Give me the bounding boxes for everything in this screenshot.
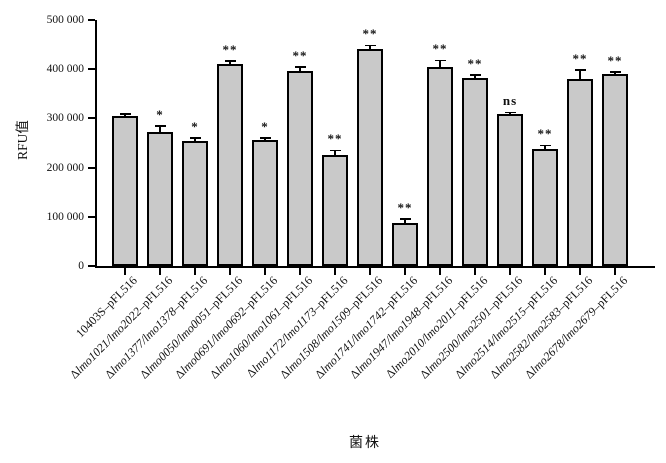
error-bar-cap <box>469 74 481 76</box>
error-bar-cap <box>609 71 621 73</box>
x-tick <box>229 268 231 275</box>
significance-label: ** <box>537 126 553 142</box>
bar <box>182 140 208 266</box>
y-tick <box>88 265 95 267</box>
error-bar-line <box>369 45 371 50</box>
significance-label: ** <box>362 26 378 42</box>
error-bar-cap <box>259 137 271 139</box>
error-bar-cap <box>154 125 166 127</box>
significance-label: ** <box>607 52 623 68</box>
x-tick <box>124 268 126 275</box>
significance-label: ** <box>432 41 448 57</box>
bar <box>147 132 173 266</box>
x-axis-title: 菌株 <box>349 436 381 451</box>
bar <box>252 140 278 266</box>
error-bar-cap <box>504 111 516 114</box>
y-tick-label: 400 000 <box>46 63 84 76</box>
y-tick <box>88 215 95 218</box>
x-tick <box>369 268 371 275</box>
x-tick <box>509 268 511 275</box>
x-tick <box>579 268 581 275</box>
error-bar-line <box>544 145 546 151</box>
x-tick <box>159 268 161 275</box>
y-tick-label: 100 000 <box>46 210 84 223</box>
bar <box>392 222 418 266</box>
error-bar-line <box>334 150 336 156</box>
x-tick <box>439 268 441 275</box>
error-bar-line <box>579 69 581 80</box>
x-tick <box>299 268 301 275</box>
error-bar-cap <box>224 60 236 62</box>
significance-label: * <box>261 118 269 134</box>
significance-label: * <box>156 106 164 122</box>
bar <box>532 149 558 266</box>
bar <box>567 78 593 266</box>
error-bar-cap <box>434 59 446 62</box>
strain-plasmid: –pFL516 <box>589 273 631 315</box>
error-bar-cap <box>399 218 411 220</box>
bar <box>427 67 453 266</box>
y-tick-label: 500 000 <box>46 14 84 26</box>
significance-label: ** <box>397 199 413 215</box>
y-tick <box>88 117 95 120</box>
error-bar-cap <box>364 44 376 47</box>
x-tick <box>614 268 616 275</box>
y-tick <box>88 19 95 21</box>
significance-label: ** <box>572 50 588 66</box>
error-bar-cap <box>539 144 551 147</box>
error-bar-line <box>474 74 476 80</box>
x-tick <box>474 268 476 275</box>
x-tick <box>404 268 406 275</box>
error-bar-cap <box>189 137 201 139</box>
x-tick <box>264 268 266 275</box>
x-tick <box>194 268 196 275</box>
significance-label: ns <box>502 93 518 109</box>
bar <box>112 115 138 266</box>
error-bar-line <box>299 66 301 73</box>
error-bar-line <box>124 113 126 117</box>
error-bar-cap <box>294 66 306 68</box>
error-bar-line <box>159 125 161 134</box>
bar <box>497 113 523 266</box>
bar <box>357 48 383 266</box>
error-bar-line <box>229 60 231 65</box>
y-tick-label: 200 000 <box>46 161 84 174</box>
significance-label: * <box>191 118 199 134</box>
y-axis-title: RFU值 <box>15 120 30 160</box>
error-bar-cap <box>574 69 586 71</box>
significance-label: ** <box>222 41 238 57</box>
bar <box>462 78 488 266</box>
x-tick <box>334 268 336 275</box>
error-bar-line <box>194 137 196 142</box>
error-bar-cap <box>329 149 341 152</box>
bar <box>322 154 348 266</box>
y-tick-label: 300 000 <box>46 112 84 125</box>
bar <box>287 71 313 266</box>
error-bar-line <box>439 60 441 69</box>
bar <box>602 74 628 266</box>
y-tick-label: 0 <box>78 260 84 272</box>
y-tick <box>88 68 95 71</box>
error-bar-line <box>614 71 616 76</box>
error-bar-line <box>404 218 406 224</box>
significance-label: ** <box>327 131 343 147</box>
plot-area: 0 100 000 200 000 300 000 400 000 500 000 1040… <box>47 14 655 382</box>
significance-label: ** <box>292 47 308 63</box>
error-bar-line <box>264 137 266 142</box>
y-tick <box>88 166 95 169</box>
significance-label: ** <box>467 55 483 71</box>
error-bar-line <box>509 112 511 115</box>
error-bar-cap <box>119 113 131 115</box>
x-tick <box>544 268 546 275</box>
bar <box>217 63 243 266</box>
